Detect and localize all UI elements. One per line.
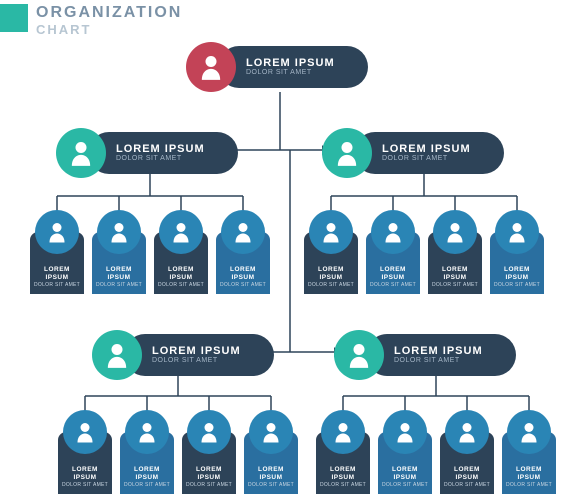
person-icon — [221, 210, 265, 254]
exec-pill: LOREM IPSUM DOLOR SIT AMET — [366, 334, 516, 376]
leaf-node-6: LOREMIPSUM DOLOR SIT AMET — [428, 210, 482, 294]
leaf-node-10: LOREMIPSUM DOLOR SIT AMET — [182, 410, 236, 494]
exec-title: LOREM IPSUM — [394, 345, 494, 357]
leaf-node-1: LOREMIPSUM DOLOR SIT AMET — [92, 210, 146, 294]
person-icon — [56, 128, 106, 178]
leaf-node-11: LOREMIPSUM DOLOR SIT AMET — [244, 410, 298, 494]
leaf-node-7: LOREMIPSUM DOLOR SIT AMET — [490, 210, 544, 294]
leaf-title: LOREMIPSUM — [392, 466, 418, 482]
person-icon — [334, 330, 384, 380]
exec-title: LOREM IPSUM — [246, 57, 346, 69]
exec-node-mgr-1: LOREM IPSUM DOLOR SIT AMET — [322, 128, 504, 178]
org-chart: LOREM IPSUM DOLOR SIT AMET LOREM IPSUM D… — [0, 0, 568, 500]
exec-pill: LOREM IPSUM DOLOR SIT AMET — [218, 46, 368, 88]
leaf-title: LOREMIPSUM — [504, 266, 530, 282]
person-icon — [249, 410, 293, 454]
leaf-node-3: LOREMIPSUM DOLOR SIT AMET — [216, 210, 270, 294]
leaf-node-15: LOREMIPSUM DOLOR SIT AMET — [502, 410, 556, 494]
leaf-title: LOREMIPSUM — [442, 266, 468, 282]
leaf-subtitle: DOLOR SIT AMET — [506, 482, 552, 488]
leaf-title: LOREMIPSUM — [44, 266, 70, 282]
leaf-title: LOREMIPSUM — [230, 266, 256, 282]
leaf-subtitle: DOLOR SIT AMET — [370, 282, 416, 288]
leaf-subtitle: DOLOR SIT AMET — [62, 482, 108, 488]
person-icon — [309, 210, 353, 254]
person-icon — [125, 410, 169, 454]
exec-title: LOREM IPSUM — [382, 143, 482, 155]
leaf-title: LOREMIPSUM — [380, 266, 406, 282]
person-icon — [186, 42, 236, 92]
person-icon — [322, 128, 372, 178]
exec-title: LOREM IPSUM — [116, 143, 216, 155]
person-icon — [433, 210, 477, 254]
leaf-node-5: LOREMIPSUM DOLOR SIT AMET — [366, 210, 420, 294]
leaf-node-4: LOREMIPSUM DOLOR SIT AMET — [304, 210, 358, 294]
exec-node-mgr-2: LOREM IPSUM DOLOR SIT AMET — [92, 330, 274, 380]
leaf-title: LOREMIPSUM — [330, 466, 356, 482]
leaf-title: LOREMIPSUM — [258, 466, 284, 482]
leaf-subtitle: DOLOR SIT AMET — [186, 482, 232, 488]
exec-pill: LOREM IPSUM DOLOR SIT AMET — [124, 334, 274, 376]
person-icon — [495, 210, 539, 254]
person-icon — [507, 410, 551, 454]
exec-node-mgr-3: LOREM IPSUM DOLOR SIT AMET — [334, 330, 516, 380]
leaf-title: LOREMIPSUM — [454, 466, 480, 482]
person-icon — [35, 210, 79, 254]
leaf-title: LOREMIPSUM — [168, 266, 194, 282]
leaf-subtitle: DOLOR SIT AMET — [494, 282, 540, 288]
person-icon — [187, 410, 231, 454]
leaf-subtitle: DOLOR SIT AMET — [432, 282, 478, 288]
leaf-title: LOREMIPSUM — [196, 466, 222, 482]
person-icon — [445, 410, 489, 454]
leaf-title: LOREMIPSUM — [106, 266, 132, 282]
leaf-subtitle: DOLOR SIT AMET — [124, 482, 170, 488]
person-icon — [97, 210, 141, 254]
leaf-node-0: LOREMIPSUM DOLOR SIT AMET — [30, 210, 84, 294]
leaf-node-9: LOREMIPSUM DOLOR SIT AMET — [120, 410, 174, 494]
leaf-title: LOREMIPSUM — [72, 466, 98, 482]
exec-subtitle: DOLOR SIT AMET — [116, 155, 216, 163]
person-icon — [92, 330, 142, 380]
exec-subtitle: DOLOR SIT AMET — [394, 357, 494, 365]
leaf-title: LOREMIPSUM — [516, 466, 542, 482]
leaf-node-13: LOREMIPSUM DOLOR SIT AMET — [378, 410, 432, 494]
leaf-subtitle: DOLOR SIT AMET — [320, 482, 366, 488]
person-icon — [371, 210, 415, 254]
exec-node-mgr-0: LOREM IPSUM DOLOR SIT AMET — [56, 128, 238, 178]
leaf-subtitle: DOLOR SIT AMET — [158, 282, 204, 288]
exec-pill: LOREM IPSUM DOLOR SIT AMET — [354, 132, 504, 174]
exec-subtitle: DOLOR SIT AMET — [382, 155, 482, 163]
leaf-subtitle: DOLOR SIT AMET — [34, 282, 80, 288]
exec-pill: LOREM IPSUM DOLOR SIT AMET — [88, 132, 238, 174]
exec-subtitle: DOLOR SIT AMET — [152, 357, 252, 365]
leaf-node-2: LOREMIPSUM DOLOR SIT AMET — [154, 210, 208, 294]
leaf-subtitle: DOLOR SIT AMET — [248, 482, 294, 488]
leaf-node-8: LOREMIPSUM DOLOR SIT AMET — [58, 410, 112, 494]
person-icon — [63, 410, 107, 454]
leaf-title: LOREMIPSUM — [134, 466, 160, 482]
leaf-node-14: LOREMIPSUM DOLOR SIT AMET — [440, 410, 494, 494]
leaf-subtitle: DOLOR SIT AMET — [382, 482, 428, 488]
leaf-subtitle: DOLOR SIT AMET — [444, 482, 490, 488]
leaf-subtitle: DOLOR SIT AMET — [96, 282, 142, 288]
exec-node-root: LOREM IPSUM DOLOR SIT AMET — [186, 42, 368, 92]
person-icon — [383, 410, 427, 454]
leaf-subtitle: DOLOR SIT AMET — [220, 282, 266, 288]
person-icon — [159, 210, 203, 254]
person-icon — [321, 410, 365, 454]
leaf-node-12: LOREMIPSUM DOLOR SIT AMET — [316, 410, 370, 494]
leaf-subtitle: DOLOR SIT AMET — [308, 282, 354, 288]
exec-title: LOREM IPSUM — [152, 345, 252, 357]
leaf-title: LOREMIPSUM — [318, 266, 344, 282]
exec-subtitle: DOLOR SIT AMET — [246, 69, 346, 77]
